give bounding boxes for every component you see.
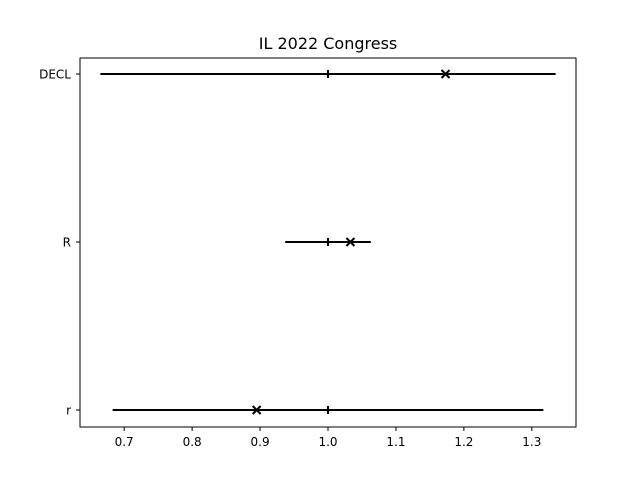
value-x-marker: [440, 69, 451, 79]
x-marker-stroke: [251, 405, 262, 415]
plot-area: [100, 69, 556, 415]
x-axis: 0.7 0.8 0.9 1.0 1.1 1.2 1.3: [115, 427, 541, 449]
x-tick-label: 1.3: [522, 435, 541, 449]
x-marker-stroke: [440, 69, 451, 79]
x-tick-label: 1.1: [386, 435, 405, 449]
x-tick-label: 0.8: [183, 435, 202, 449]
x-tick-label: 1.2: [454, 435, 473, 449]
value-x-marker: [251, 405, 262, 415]
x-tick-label: 1.0: [318, 435, 337, 449]
y-tick-label: r: [66, 404, 71, 418]
x-tick-label: 0.7: [115, 435, 134, 449]
y-tick-label: DECL: [39, 68, 71, 82]
x-marker-stroke: [345, 237, 356, 247]
value-x-marker: [345, 237, 356, 247]
x-tick-label: 0.9: [251, 435, 270, 449]
chart-title: IL 2022 Congress: [259, 34, 398, 53]
y-axis: DECL Rr: [39, 68, 80, 418]
y-tick-label: R: [63, 236, 71, 250]
